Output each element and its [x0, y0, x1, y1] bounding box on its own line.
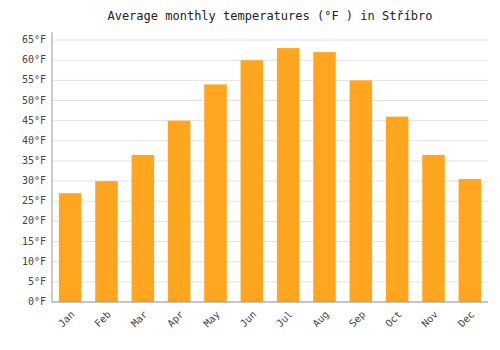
bar: [386, 117, 409, 302]
x-tick-label: Dec: [456, 309, 477, 330]
bar: [59, 193, 82, 302]
grid-line: [52, 140, 488, 141]
x-tick-label: Sep: [347, 309, 368, 330]
y-ticks: 0°F 5°F 10°F 15°F 20°F 25°F 30°F 35°F 40°F 45°F 50…: [22, 34, 46, 307]
x-tick-label: Feb: [92, 309, 113, 330]
grid-line: [52, 40, 488, 41]
x-tick-label: Aug: [310, 309, 331, 330]
y-tick-label: 10°F: [22, 256, 46, 267]
y-tick-label: 45°F: [22, 115, 46, 126]
x-axis-line: [52, 302, 488, 303]
y-tick-label: 50°F: [22, 95, 46, 106]
y-tick-label: 5°F: [28, 276, 46, 287]
x-tick-label: Oct: [383, 309, 404, 330]
chart: 0°F 5°F 10°F 15°F 20°F 25°F 30°F 35°F 40°F 45°F 50…: [0, 0, 500, 350]
y-tick-label: 0°F: [28, 296, 46, 307]
y-tick-label: 25°F: [22, 195, 46, 206]
y-tick-label: 30°F: [22, 175, 46, 186]
bar: [95, 181, 118, 302]
y-tick-label: 40°F: [22, 135, 46, 146]
y-tick-label: 55°F: [22, 74, 46, 85]
bar: [422, 155, 445, 302]
grid-line: [52, 100, 488, 101]
y-axis-line: [52, 32, 53, 302]
grid-line: [52, 60, 488, 61]
x-tick-label: Jul: [274, 309, 295, 330]
bars: [59, 48, 481, 302]
bar: [204, 84, 227, 302]
bar: [168, 121, 191, 302]
y-tick-label: 65°F: [22, 34, 46, 45]
grid-line: [52, 80, 488, 81]
title: Average monthly temperatures (°F ) in St…: [107, 9, 432, 23]
x-tick-label: Apr: [165, 309, 186, 330]
x-tick-label: Mar: [129, 309, 150, 330]
y-tick-label: 35°F: [22, 155, 46, 166]
bar: [241, 60, 264, 302]
x-tick-label: May: [201, 309, 222, 330]
y-tick-label: 60°F: [22, 54, 46, 65]
y-tick-label: 20°F: [22, 215, 46, 226]
bar: [277, 48, 300, 302]
chart-container: 0°F 5°F 10°F 15°F 20°F 25°F 30°F 35°F 40°F 45°F 50…: [0, 0, 500, 350]
x-tick-label: Jun: [238, 309, 259, 330]
grid-line: [52, 120, 488, 121]
grid-line: [52, 302, 488, 303]
bar: [313, 52, 336, 302]
bar: [350, 80, 373, 302]
y-grid: [52, 40, 488, 302]
x-ticks: Jan Feb Mar Apr May Jun Jul Aug Sep Oct Nov Dec: [56, 309, 476, 330]
bar: [132, 155, 155, 302]
bar: [459, 179, 482, 302]
x-tick-label: Nov: [419, 309, 440, 330]
x-tick-label: Jan: [56, 309, 77, 330]
y-tick-label: 15°F: [22, 236, 46, 247]
